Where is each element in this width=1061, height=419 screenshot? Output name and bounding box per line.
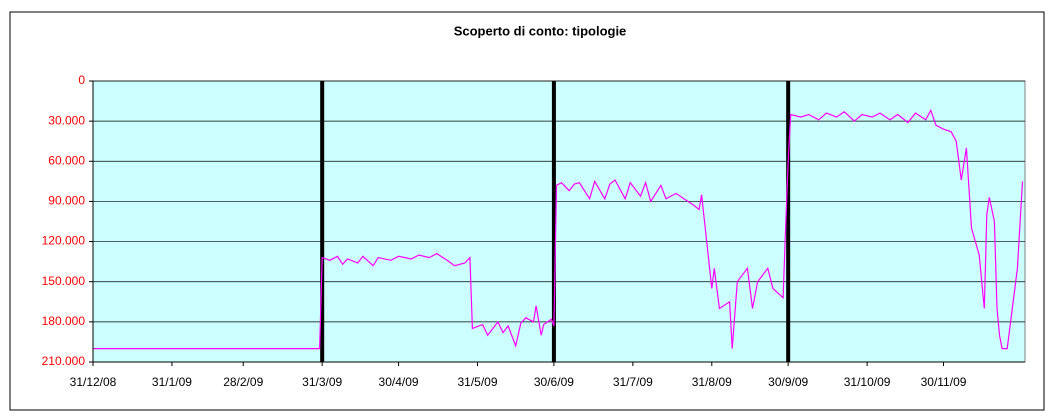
chart-title: Scoperto di conto: tipologie xyxy=(454,23,627,38)
data-line xyxy=(93,108,1024,350)
y-tick-label: 60.000 xyxy=(48,153,85,167)
x-tick-label: 31/7/09 xyxy=(613,375,653,389)
y-tick-label: 120.000 xyxy=(42,234,86,248)
x-tick-label: 31/3/09 xyxy=(302,375,342,389)
y-tick-label: 210.000 xyxy=(42,354,86,368)
x-tick-label: 30/6/09 xyxy=(534,375,574,389)
x-tick-label: 30/4/09 xyxy=(379,375,419,389)
y-tick-label: 30.000 xyxy=(48,113,85,127)
x-tick-label: 30/9/09 xyxy=(768,375,808,389)
x-tick-label: 31/10/09 xyxy=(844,375,891,389)
x-tick-label: 30/11/09 xyxy=(921,375,967,389)
x-tick-label: 31/1/09 xyxy=(152,375,192,389)
y-tick-label: 180.000 xyxy=(42,314,86,328)
x-tick-label: 28/2/09 xyxy=(223,375,263,389)
x-tick-label: 31/5/09 xyxy=(457,375,497,389)
y-tick-label: 0 xyxy=(78,73,85,87)
plot-area xyxy=(92,80,1026,363)
y-tick-label: 90.000 xyxy=(48,194,85,208)
x-tick-label: 31/8/09 xyxy=(692,375,732,389)
x-tick-label: 31/12/08 xyxy=(70,375,117,389)
y-tick-label: 150.000 xyxy=(42,274,86,288)
